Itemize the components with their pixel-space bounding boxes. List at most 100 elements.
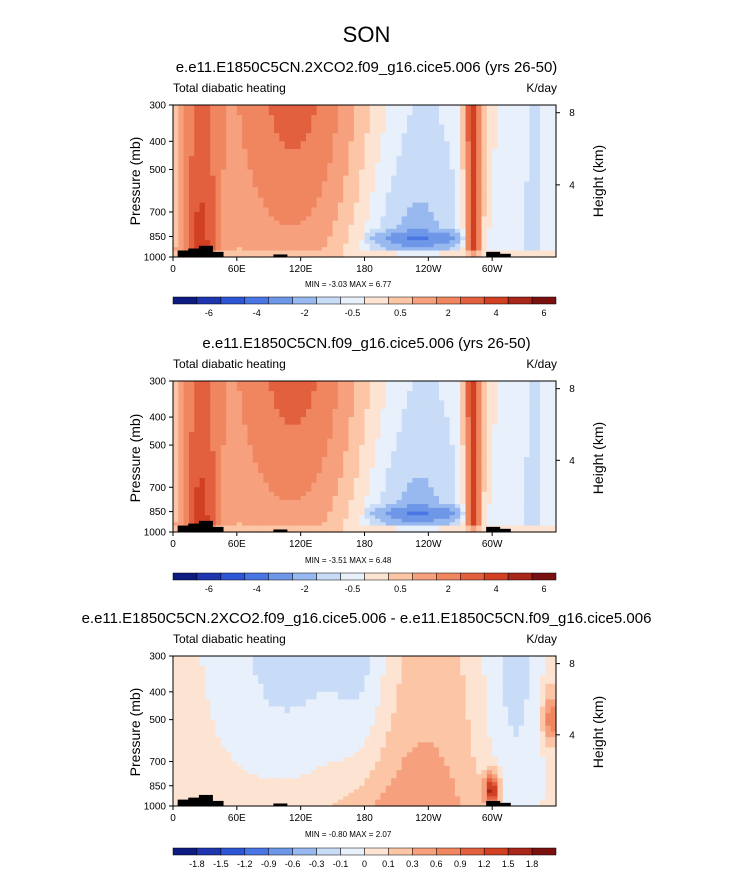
contour-cell <box>316 115 323 126</box>
contour-cell <box>369 211 376 218</box>
contour-cell <box>332 522 339 527</box>
contour-cell <box>215 431 222 440</box>
contour-cell <box>417 243 424 248</box>
contour-cell <box>194 431 201 440</box>
contour-cell <box>343 224 350 230</box>
contour-cell <box>284 656 291 667</box>
contour-cell <box>295 473 302 479</box>
contour-cell <box>210 761 217 767</box>
contour-cell <box>252 774 259 779</box>
contour-cell <box>502 181 509 188</box>
contour-cell <box>242 785 249 790</box>
contour-cell <box>545 457 552 464</box>
contour-cell <box>518 187 525 194</box>
contour-cell <box>247 163 254 171</box>
contour-cell <box>524 438 531 446</box>
contour-cell <box>518 207 525 213</box>
contour-cell <box>220 528 227 533</box>
contour-cell <box>290 491 296 497</box>
contour-cell <box>337 243 344 248</box>
contour-cell <box>524 207 531 213</box>
contour-cell <box>247 250 254 255</box>
contour-cell <box>353 133 360 142</box>
contour-cell <box>412 477 419 484</box>
contour-cell <box>183 457 190 464</box>
contour-cell <box>220 105 227 116</box>
contour-cell <box>247 253 254 258</box>
contour-cell <box>247 691 254 700</box>
contour-cell <box>210 656 217 667</box>
contour-cell <box>391 473 398 479</box>
contour-cell <box>391 175 398 183</box>
contour-cell <box>545 504 552 509</box>
contour-cell <box>279 156 286 164</box>
contour-cell <box>486 518 493 523</box>
contour-cell <box>545 495 552 501</box>
contour-cell <box>178 731 185 738</box>
contour-cell <box>188 467 195 474</box>
contour-cell <box>178 770 185 775</box>
contour-cell <box>465 250 472 255</box>
contour-cell <box>412 202 419 208</box>
contour-cell <box>258 211 265 218</box>
contour-cell <box>465 232 472 238</box>
contour-cell <box>316 487 323 493</box>
contour-cell <box>332 240 339 245</box>
contour-cell <box>258 487 265 493</box>
contour-cell <box>236 785 243 790</box>
contour-cell <box>178 408 185 418</box>
contour-cell <box>183 765 190 771</box>
contour-cell <box>199 719 206 727</box>
contour-cell <box>540 169 546 177</box>
contour-cell <box>268 181 275 188</box>
contour-cell <box>274 133 280 142</box>
contour-cell <box>391 240 398 245</box>
contour-cell <box>529 115 536 126</box>
contour-cell <box>417 487 424 493</box>
contour-cell <box>252 495 259 501</box>
contour-cell <box>204 156 211 164</box>
panel-title: e.e11.E1850C5CN.f09_g16.cice5.006 (yrs 2… <box>202 335 531 352</box>
contour-cell <box>215 765 222 771</box>
contour-cell <box>438 457 445 464</box>
contour-cell <box>247 175 254 183</box>
contour-cell <box>242 240 249 245</box>
contour-cell <box>183 511 190 516</box>
contour-cell <box>332 417 339 426</box>
contour-cell <box>295 719 302 727</box>
contour-cell <box>183 482 190 488</box>
contour-cell <box>194 761 201 767</box>
contour-cell <box>316 124 323 134</box>
contour-cell <box>231 525 238 530</box>
contour-cell <box>210 451 217 458</box>
contour-cell <box>300 250 307 255</box>
contour-cell <box>173 232 179 238</box>
contour-cell <box>380 408 387 418</box>
contour-cell <box>300 752 307 758</box>
contour-cell <box>316 391 323 401</box>
contour-cell <box>215 713 222 721</box>
contour-cell <box>215 148 222 157</box>
contour-cell <box>178 789 185 794</box>
contour-cell <box>199 737 206 743</box>
contour-cell <box>258 495 265 501</box>
contour-cell <box>268 253 275 258</box>
contour-cell <box>444 232 451 238</box>
contour-cell <box>252 706 259 714</box>
contour-cell <box>268 462 275 469</box>
contour-cell <box>215 683 222 693</box>
contour-cell <box>401 491 408 497</box>
contour-cell <box>337 148 344 157</box>
contour-cell <box>210 243 217 248</box>
contour-cell <box>316 525 323 530</box>
contour-cell <box>391 528 398 533</box>
contour-cell <box>423 451 429 458</box>
contour-cell <box>321 782 328 787</box>
contour-cell <box>226 431 233 440</box>
contour-cell <box>210 713 217 721</box>
contour-cell <box>215 495 222 501</box>
contour-cell <box>454 495 461 501</box>
contour-cell <box>465 431 472 440</box>
contour-cell <box>417 247 424 252</box>
contour-cell <box>263 133 270 142</box>
